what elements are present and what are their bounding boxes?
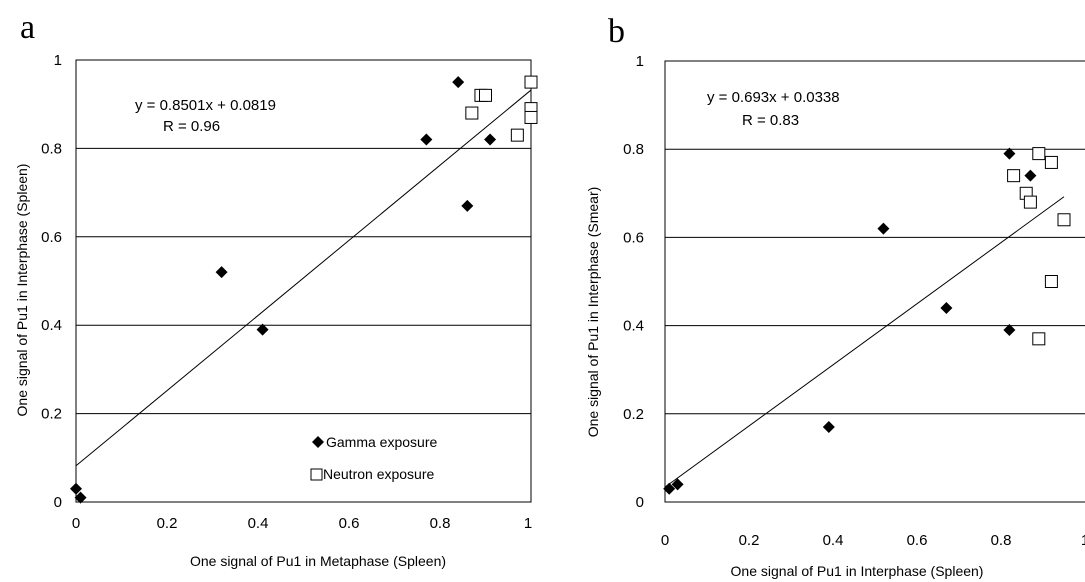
- data-point-diamond: [74, 491, 87, 504]
- panel-b-letter: b: [608, 13, 625, 50]
- data-point-diamond: [940, 301, 953, 314]
- panel-b-points: [663, 147, 1071, 495]
- data-point-square: [1044, 275, 1058, 288]
- data-point-square: [465, 106, 479, 120]
- panel-a-letter: a: [20, 9, 35, 46]
- data-point-diamond: [877, 222, 890, 235]
- data-point-square: [1044, 155, 1058, 169]
- x-tick-label: 0.4: [248, 515, 269, 532]
- panel-b-plot-border: [664, 60, 1085, 503]
- data-point-square: [1023, 195, 1037, 209]
- data-point-square: [1032, 147, 1046, 161]
- data-point-diamond: [484, 133, 497, 146]
- y-tick-label: 0.6: [623, 229, 644, 246]
- y-tick-label: 0.4: [623, 318, 644, 335]
- panel-a-x-axis-title: One signal of Pu1 in Metaphase (Spleen): [190, 553, 446, 569]
- panel-a-y-axis-title: One signal of Pu1 in Interphase (Spleen): [14, 164, 30, 417]
- x-tick-label: 0.6: [907, 532, 928, 549]
- data-point-diamond: [256, 323, 269, 336]
- data-point-diamond: [1003, 147, 1016, 160]
- y-tick-label: 0: [636, 494, 644, 511]
- y-tick-label: 0.2: [623, 406, 644, 423]
- data-point-square: [510, 128, 524, 142]
- y-tick-label: 1: [636, 53, 644, 70]
- y-tick-label: 0: [54, 494, 62, 511]
- y-tick-label: 0.4: [41, 317, 62, 334]
- data-point-square: [524, 110, 538, 124]
- panel-a-trendline-group: [75, 89, 532, 467]
- x-tick-label: 0.2: [739, 532, 760, 549]
- panel-a-equation: y = 0.8501x + 0.0819: [135, 97, 276, 114]
- data-point-diamond: [461, 199, 474, 212]
- panel-a-r-value: R = 0.96: [163, 118, 220, 135]
- panel-b-r-value: R = 0.83: [742, 112, 799, 129]
- data-point-diamond: [1024, 169, 1037, 182]
- panel-b-ticks: 0 0.2 0.4 0.6 0.8 1 0 0.2 0.4 0.6 0.8 1: [623, 53, 1085, 549]
- y-tick-label: 0.6: [41, 229, 62, 246]
- x-tick-label: 1: [524, 515, 532, 532]
- panel-b-x-axis-title: One signal of Pu1 in Interphase (Spleen): [731, 563, 984, 579]
- data-point-diamond: [452, 76, 465, 89]
- data-point-diamond: [1003, 324, 1016, 337]
- panel-a-gridlines: [76, 147, 531, 415]
- x-tick-label: 0.8: [430, 515, 451, 532]
- panel-b-gridlines: [665, 148, 1085, 415]
- panel-b-trendline-group: [664, 196, 1065, 488]
- x-tick-label: 1: [1081, 532, 1085, 549]
- panel-a-ticks: 0 0.2 0.4 0.6 0.8 1 0 0.2 0.4 0.6 0.8 1: [41, 52, 532, 532]
- panel-a-plot-border: [75, 59, 532, 503]
- legend-gamma-marker: [312, 436, 324, 448]
- panel-b-y-axis-title: One signal of Pu1 in Interphase (Smear): [585, 187, 601, 438]
- data-point-diamond: [420, 133, 433, 146]
- y-tick-label: 0.8: [41, 140, 62, 157]
- x-tick-label: 0.2: [157, 515, 178, 532]
- panel-b-equation: y = 0.693x + 0.0338: [707, 89, 840, 106]
- data-point-diamond: [215, 266, 228, 279]
- panel-a: a 0 0.2 0.4 0.6 0.8 1 0 0.2 0.4 0.6 0.8 1 y = 0.850…: [14, 9, 538, 569]
- x-tick-label: 0.4: [823, 532, 844, 549]
- x-tick-label: 0.8: [991, 532, 1012, 549]
- data-point-diamond: [671, 478, 684, 491]
- legend-gamma-label: Gamma exposure: [326, 434, 437, 450]
- legend-neutron-label: Neutron exposure: [323, 466, 435, 482]
- panel-a-legend: Gamma exposure Neutron exposure: [310, 434, 437, 482]
- data-point-square: [524, 75, 538, 89]
- legend-neutron-marker: [310, 468, 323, 481]
- data-point-square: [1007, 169, 1021, 183]
- data-point-square: [479, 88, 492, 102]
- y-tick-label: 0.2: [41, 406, 62, 423]
- data-point-diamond: [663, 482, 676, 495]
- panel-a-points: [70, 75, 538, 504]
- y-tick-label: 0.8: [623, 141, 644, 158]
- data-point-diamond: [822, 421, 835, 434]
- y-tick-label: 1: [54, 52, 62, 69]
- x-tick-label: 0: [661, 532, 669, 549]
- data-point-square: [1032, 332, 1046, 346]
- trendline: [664, 196, 1065, 488]
- panel-b: b 0 0.2 0.4 0.6 0.8 1 0 0.2 0.4 0.6 0.8 1 y = 0.693…: [585, 13, 1085, 579]
- data-point-square: [1057, 213, 1071, 227]
- x-tick-label: 0: [72, 515, 80, 532]
- x-tick-label: 0.6: [339, 515, 360, 532]
- data-point-diamond: [70, 482, 82, 495]
- trendline: [75, 89, 532, 467]
